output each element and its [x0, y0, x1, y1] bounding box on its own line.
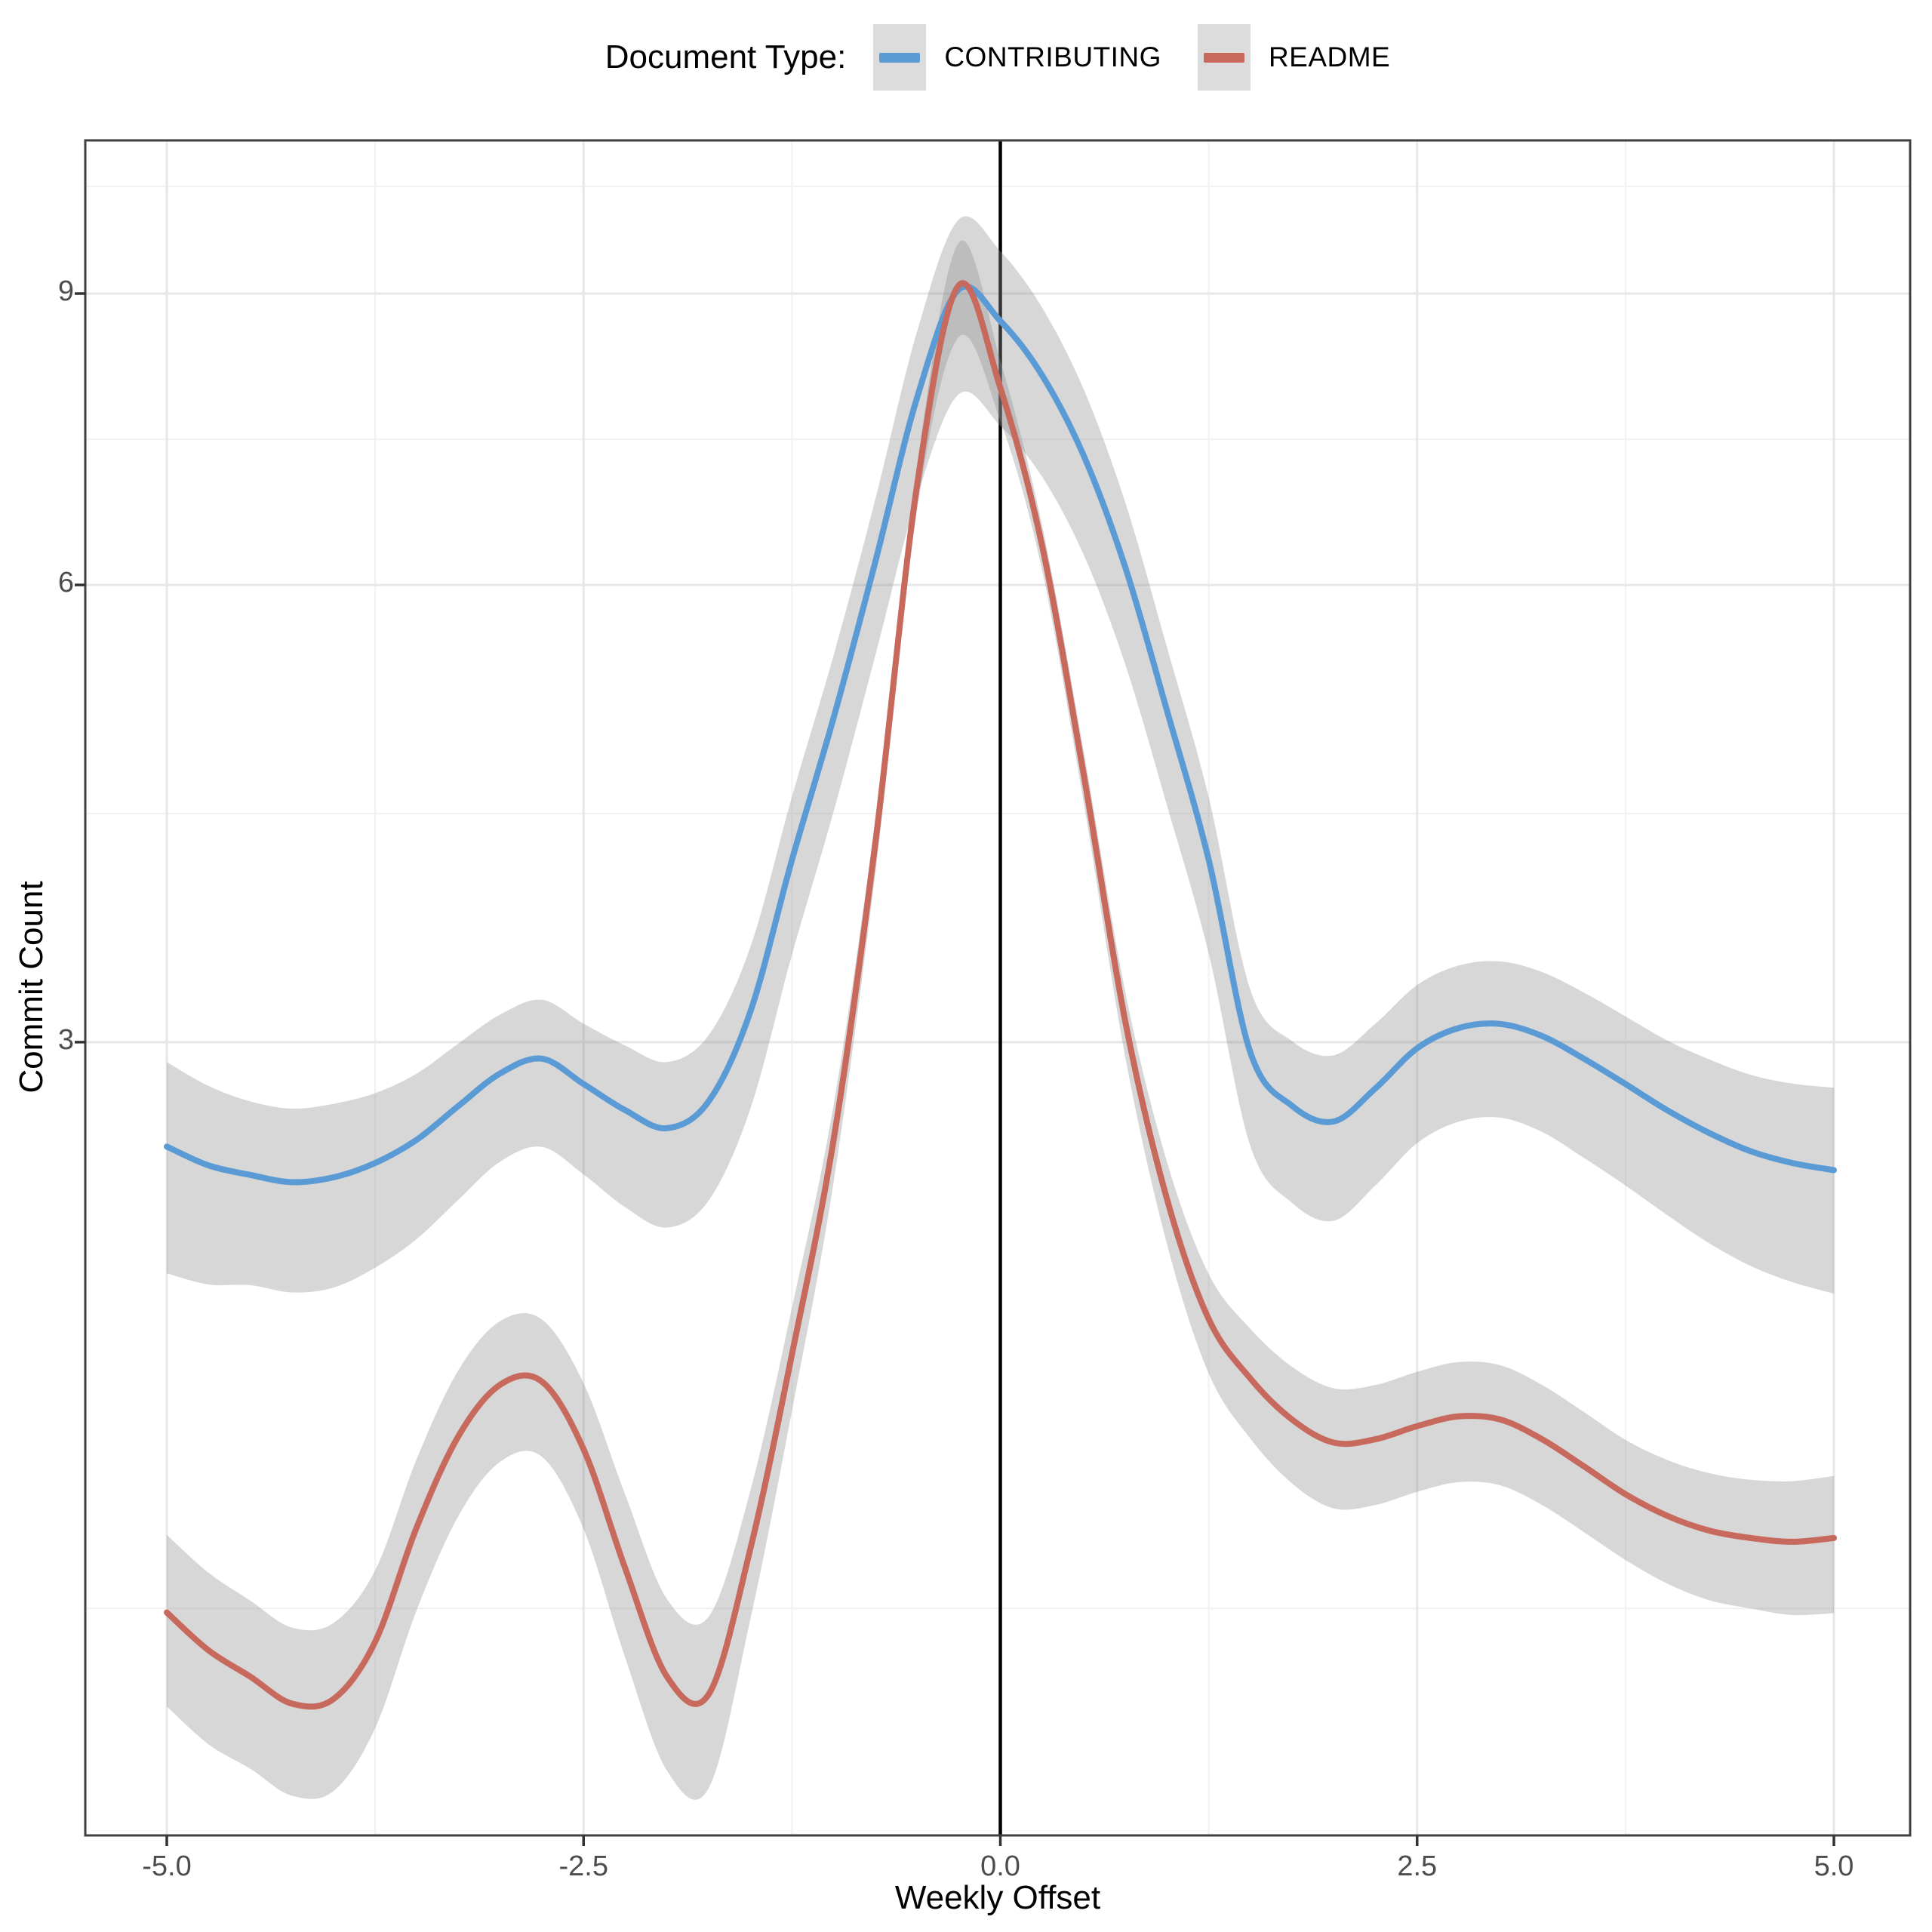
contributing-smooth-line [164, 283, 1837, 1186]
contributing-line-icon [879, 52, 921, 63]
x-tick-label: 5.0 [1814, 1850, 1854, 1882]
x-tick-label: 2.5 [1397, 1850, 1438, 1882]
y-tick-label: 3 [57, 1023, 74, 1056]
legend-title: Document Type: [605, 38, 847, 75]
readme-smooth-line [164, 280, 1837, 1710]
y-axis-title: Commit Count [13, 881, 50, 1094]
legend-item-contributing[interactable]: CONTRIBUTING [873, 24, 1161, 91]
legend-label: README [1268, 42, 1391, 72]
x-tick-label: 0.0 [980, 1850, 1020, 1882]
x-tick-label: -5.0 [142, 1850, 192, 1882]
x-axis-title: Weekly Offset [894, 1879, 1101, 1916]
x-tick-label: -2.5 [558, 1850, 608, 1882]
y-tick-label: 6 [57, 567, 74, 599]
legend-item-readme[interactable]: README [1197, 24, 1391, 91]
legend-key-swatch [1197, 24, 1251, 91]
legend: Document Type: CONTRIBUTING README [85, 0, 1910, 115]
readme-line-icon [1203, 52, 1244, 63]
legend-label: CONTRIBUTING [944, 42, 1161, 72]
y-tick-label: 9 [57, 275, 74, 307]
legend-key-swatch [873, 24, 927, 91]
contributing-confidence-ribbon [167, 216, 1834, 1294]
readme-confidence-ribbon [167, 240, 1834, 1800]
